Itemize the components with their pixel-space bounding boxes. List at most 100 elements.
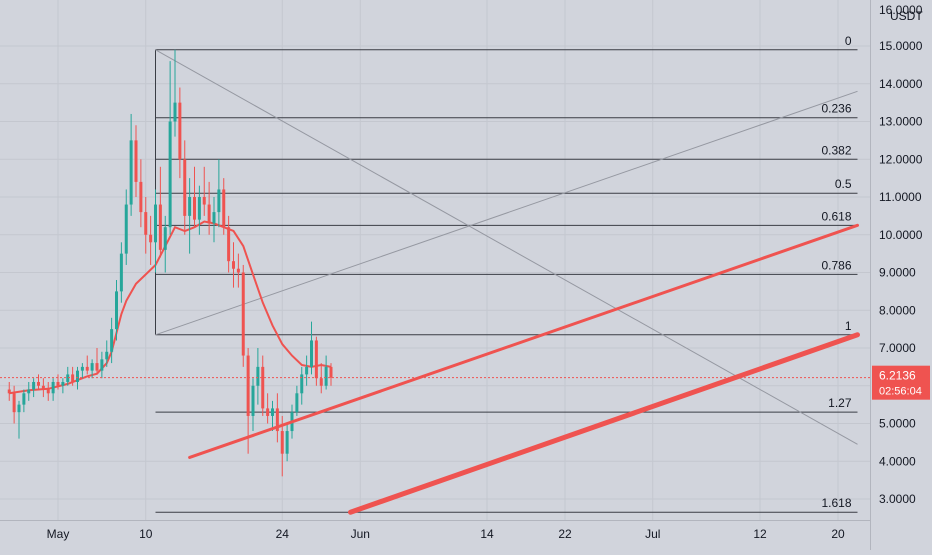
candle bbox=[227, 215, 231, 273]
candle bbox=[256, 348, 260, 405]
candle bbox=[76, 366, 79, 390]
candle bbox=[41, 378, 45, 398]
trendline-upper[interactable] bbox=[188, 223, 859, 459]
candles bbox=[7, 49, 333, 477]
fib-level-label: 0.618 bbox=[821, 209, 851, 223]
candle bbox=[56, 374, 60, 390]
fib-level-label: 1.618 bbox=[821, 496, 851, 510]
price-tick-label: 11.0000 bbox=[879, 190, 922, 204]
candle bbox=[266, 393, 270, 424]
candle bbox=[178, 87, 182, 179]
candle bbox=[271, 400, 274, 432]
candle bbox=[241, 264, 245, 367]
candle bbox=[295, 385, 299, 416]
price-axis: 3.00004.00005.00006.00007.00008.00009.00… bbox=[870, 0, 923, 550]
time-axis: May 10 24 Jun 14 22 Jul 12 20 bbox=[0, 520, 870, 541]
candle bbox=[129, 113, 133, 216]
time-tick-label: 10 bbox=[139, 527, 153, 541]
price-tick-label: 12.0000 bbox=[879, 152, 923, 166]
candle bbox=[12, 385, 16, 424]
candle bbox=[149, 215, 153, 265]
candle bbox=[66, 366, 70, 386]
candle bbox=[222, 178, 226, 235]
candle bbox=[202, 166, 206, 216]
candle bbox=[329, 363, 333, 386]
candle bbox=[80, 363, 84, 379]
candle bbox=[168, 61, 172, 235]
candle bbox=[115, 280, 118, 341]
time-tick-label: 24 bbox=[276, 527, 290, 541]
candle bbox=[158, 166, 162, 258]
candle bbox=[85, 355, 89, 375]
candle bbox=[154, 189, 157, 273]
trendlines bbox=[188, 223, 860, 515]
last-price-value: 6.2136 bbox=[879, 369, 916, 383]
candle bbox=[319, 363, 323, 394]
fib-level-label: 1.27 bbox=[828, 396, 852, 410]
fib-level-label: 0.5 bbox=[835, 177, 852, 191]
price-tick-label: 13.0000 bbox=[879, 115, 923, 129]
candle bbox=[100, 351, 104, 379]
time-tick-label: 12 bbox=[753, 527, 767, 541]
price-tick-label: 5.0000 bbox=[879, 417, 916, 431]
fib-diagonals bbox=[155, 49, 858, 445]
moving-average-line bbox=[9, 220, 332, 395]
candle bbox=[95, 348, 99, 375]
price-tick-label: 10.0000 bbox=[879, 228, 923, 242]
price-tick-label-top: 16.0000 bbox=[879, 3, 923, 17]
time-tick-label: 14 bbox=[480, 527, 494, 541]
candle bbox=[139, 159, 143, 228]
candle bbox=[90, 359, 94, 379]
time-tick-label: 22 bbox=[558, 527, 572, 541]
fib-level-label: 0 bbox=[845, 34, 852, 48]
candle bbox=[261, 355, 265, 416]
candle bbox=[22, 389, 26, 413]
price-tick-label: 4.0000 bbox=[879, 454, 916, 468]
candle bbox=[197, 185, 201, 235]
candle bbox=[251, 378, 255, 432]
fib-level-label: 0.236 bbox=[821, 102, 851, 116]
time-tick-label: May bbox=[47, 527, 70, 541]
price-tick-label: 7.0000 bbox=[879, 341, 916, 355]
candle bbox=[110, 317, 114, 364]
candle bbox=[217, 159, 221, 228]
candle bbox=[236, 253, 240, 288]
candle bbox=[285, 423, 289, 462]
candle bbox=[183, 140, 187, 235]
candle bbox=[32, 378, 36, 398]
currency-label: USDT bbox=[890, 9, 923, 23]
price-tick-label: 9.0000 bbox=[879, 266, 916, 280]
candle bbox=[232, 242, 235, 288]
time-tick-label: Jun bbox=[351, 527, 370, 541]
candle bbox=[17, 400, 21, 439]
last-price-countdown: 02:56:04 bbox=[879, 386, 922, 398]
candle bbox=[188, 178, 192, 254]
time-tick-label: Jul bbox=[645, 527, 660, 541]
candle bbox=[7, 381, 11, 401]
moving-average bbox=[9, 220, 332, 395]
candle bbox=[310, 321, 313, 375]
candle bbox=[324, 355, 328, 390]
candle bbox=[300, 366, 304, 405]
candle bbox=[305, 355, 309, 386]
trendline-lower[interactable] bbox=[348, 332, 860, 515]
candle bbox=[193, 166, 196, 228]
candle bbox=[27, 381, 31, 401]
time-tick-label: 20 bbox=[831, 527, 845, 541]
candle bbox=[173, 49, 177, 137]
candle bbox=[275, 393, 279, 443]
candle bbox=[46, 381, 50, 401]
price-tick-label: 14.0000 bbox=[879, 77, 923, 91]
fibonacci-retracement: 0 0.236 0.382 0.5 0.618 0.786 1 1.27 1.618 bbox=[155, 34, 858, 513]
candle bbox=[207, 181, 211, 235]
candle bbox=[51, 378, 55, 401]
fib-level-label: 1 bbox=[845, 319, 852, 333]
candle bbox=[119, 242, 123, 303]
fib-level-label: 0.786 bbox=[821, 258, 851, 272]
price-tick-label: 3.0000 bbox=[879, 492, 916, 506]
candle bbox=[124, 189, 128, 265]
candle bbox=[134, 125, 138, 197]
candle bbox=[144, 197, 148, 254]
